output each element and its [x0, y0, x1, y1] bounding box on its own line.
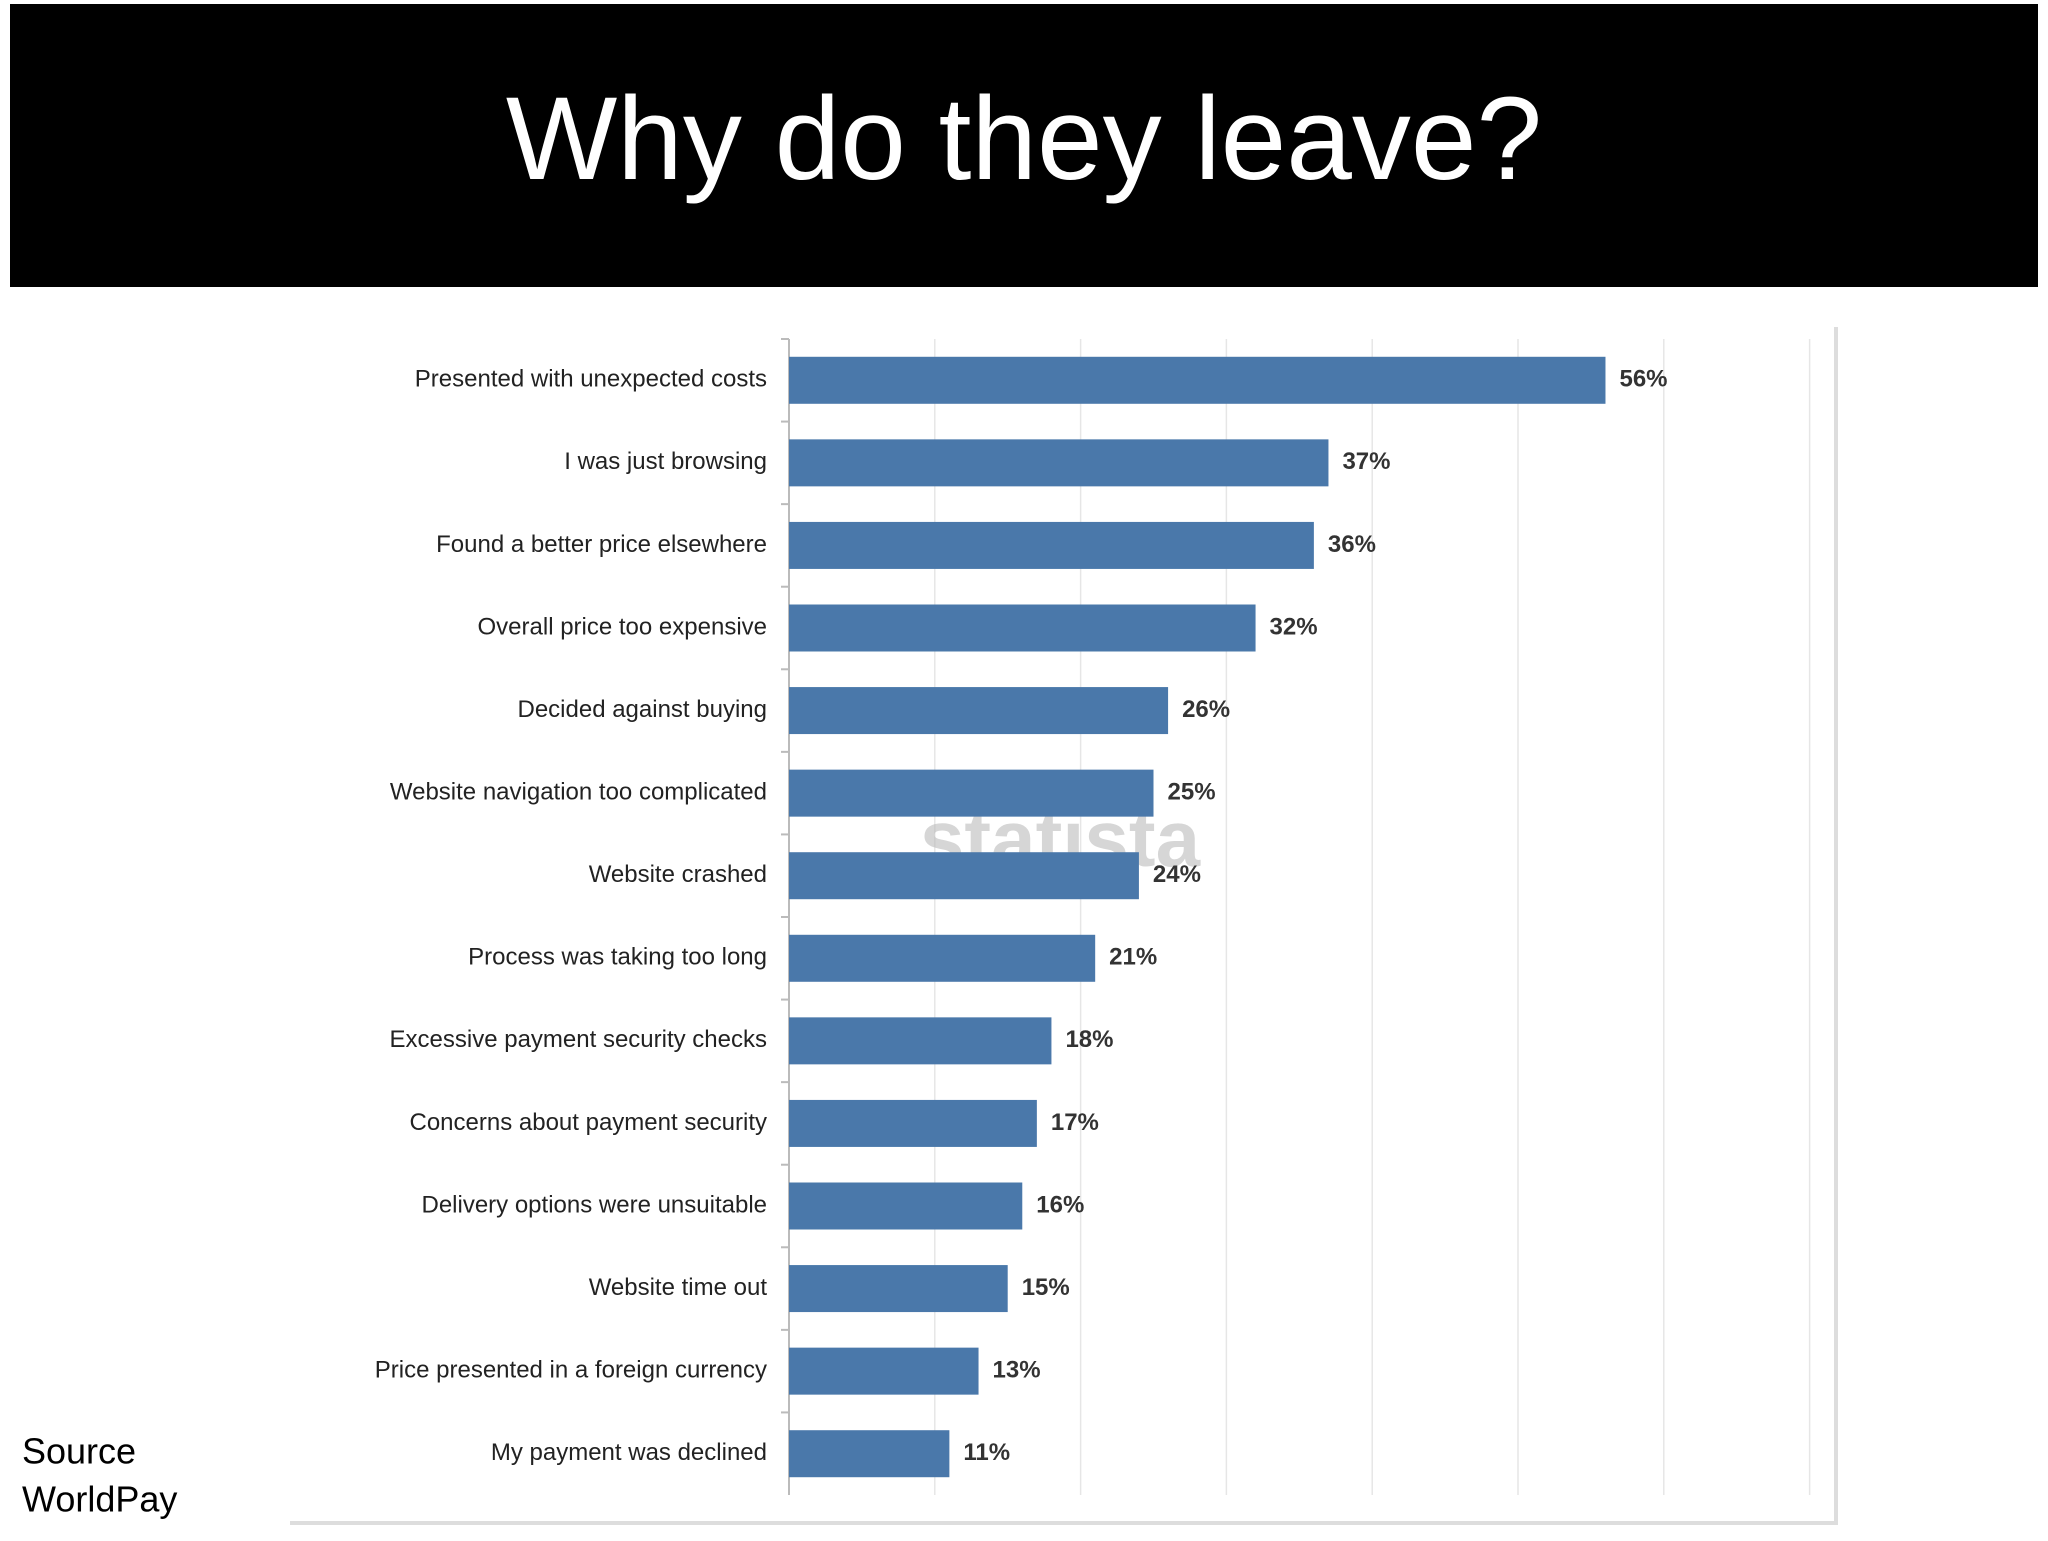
category-label: My payment was declined — [491, 1439, 767, 1466]
bar — [789, 1017, 1052, 1065]
bar — [789, 1265, 1008, 1313]
value-label: 26% — [1182, 696, 1230, 723]
category-label: I was just browsing — [564, 448, 767, 475]
value-label: 36% — [1328, 531, 1376, 558]
bar — [789, 1347, 979, 1395]
value-label: 56% — [1619, 366, 1667, 393]
value-label: 32% — [1270, 613, 1318, 640]
value-label: 13% — [993, 1356, 1041, 1383]
source-name: WorldPay — [22, 1479, 177, 1520]
value-label: 15% — [1022, 1274, 1070, 1301]
category-label: Delivery options were unsuitable — [421, 1191, 767, 1218]
value-label: 17% — [1051, 1109, 1099, 1136]
category-label: Process was taking too long — [468, 944, 767, 971]
category-label: Website crashed — [589, 861, 767, 888]
value-label: 16% — [1036, 1191, 1084, 1218]
bar — [789, 769, 1154, 817]
category-label: Website time out — [589, 1274, 768, 1301]
bar — [789, 439, 1329, 487]
value-label: 11% — [963, 1439, 1010, 1466]
bar — [789, 934, 1096, 982]
category-label: Overall price too expensive — [478, 613, 767, 640]
category-label: Excessive payment security checks — [390, 1026, 767, 1053]
chart-panel — [286, 323, 1834, 1521]
bar — [789, 1099, 1037, 1147]
value-label: 25% — [1168, 778, 1216, 805]
category-label: Decided against buying — [517, 696, 767, 723]
value-label: 24% — [1153, 861, 1201, 888]
source-label: Source — [22, 1431, 136, 1472]
slide-title: Why do they leave? — [506, 73, 1542, 205]
title-bar — [10, 4, 2038, 287]
bar — [789, 521, 1314, 569]
bar — [789, 1430, 950, 1478]
category-label: Website navigation too complicated — [390, 778, 767, 805]
bar — [789, 687, 1169, 735]
bar — [789, 604, 1256, 652]
value-label: 21% — [1109, 944, 1157, 971]
value-label: 18% — [1065, 1026, 1113, 1053]
bar — [789, 356, 1606, 404]
bar — [789, 852, 1139, 900]
category-label: Concerns about payment security — [409, 1109, 767, 1136]
bar — [789, 1182, 1023, 1230]
category-label: Price presented in a foreign currency — [375, 1356, 767, 1383]
category-label: Found a better price elsewhere — [436, 531, 767, 558]
value-label: 37% — [1342, 448, 1390, 475]
category-label: Presented with unexpected costs — [415, 366, 767, 393]
